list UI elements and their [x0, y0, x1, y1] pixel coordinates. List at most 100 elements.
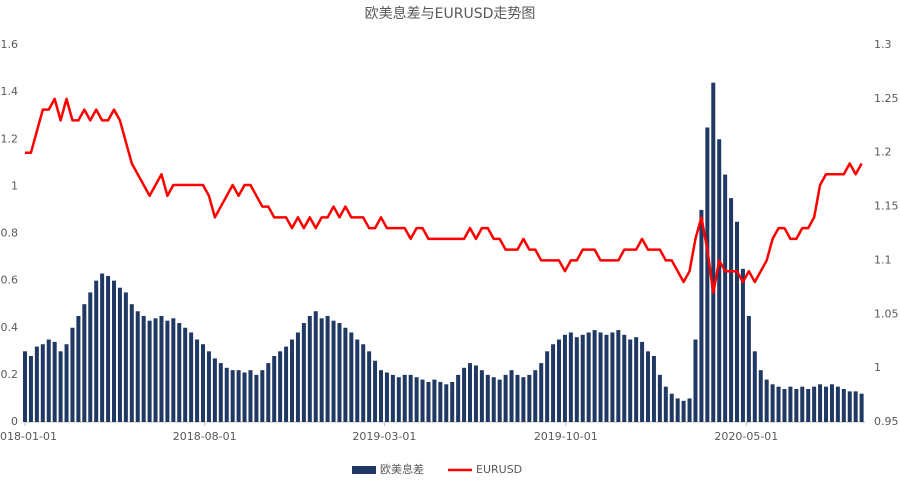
bar [88, 292, 93, 422]
bar [616, 330, 621, 422]
bar [497, 379, 502, 422]
bar [438, 381, 443, 422]
bar [414, 377, 419, 422]
bar [806, 389, 811, 422]
bar [527, 374, 532, 422]
bar [812, 386, 817, 422]
bar [301, 323, 306, 422]
bar [189, 332, 194, 422]
bar [634, 337, 639, 422]
bar [824, 386, 829, 422]
chart-title: 欧美息差与EURUSD走势图 [365, 5, 536, 22]
y2-tick-label: 1.05 [874, 307, 899, 320]
bar [390, 374, 395, 422]
x-tick-label: 2019-10-01 [534, 430, 598, 443]
bar [367, 351, 372, 422]
bar [456, 374, 461, 422]
bar [776, 386, 781, 422]
legend-swatch [352, 466, 376, 474]
bar [260, 370, 265, 422]
bar [770, 384, 775, 422]
bar [580, 334, 585, 422]
y-tick-label: 0.8 [1, 227, 19, 240]
y2-tick-label: 1 [874, 361, 881, 374]
bar [46, 339, 51, 422]
x-tick-label: 2018-08-01 [173, 430, 237, 443]
bar [485, 374, 490, 422]
bar [159, 315, 164, 422]
y-tick-label: 1.2 [1, 132, 19, 145]
bar [693, 339, 698, 422]
bar [818, 384, 823, 422]
bar [462, 367, 467, 422]
bar [106, 275, 111, 422]
bar [479, 370, 484, 422]
bar [379, 370, 384, 422]
bar [835, 386, 840, 422]
bar [515, 374, 520, 422]
bar [141, 315, 146, 422]
bar [242, 372, 247, 422]
bar [236, 370, 241, 422]
bar [171, 318, 176, 422]
bar [568, 332, 573, 422]
bar [723, 174, 728, 422]
bar [758, 370, 763, 422]
x-tick-label: 2019-03-01 [352, 430, 416, 443]
bar [746, 315, 751, 422]
bar [509, 370, 514, 422]
bar [562, 334, 567, 422]
bar [859, 393, 864, 422]
bar [319, 318, 324, 422]
bar [539, 363, 544, 422]
bar [290, 339, 295, 422]
bar [94, 280, 99, 422]
bar [586, 332, 591, 422]
bar [23, 351, 27, 422]
bar [135, 311, 140, 422]
bar [711, 82, 716, 422]
bar [355, 339, 360, 422]
y-tick-label: 1.4 [1, 85, 19, 98]
bar [669, 393, 674, 422]
bar [794, 389, 799, 422]
y-tick-label: 0.6 [1, 274, 19, 287]
bar [829, 384, 834, 422]
bar [735, 221, 740, 422]
bar [112, 280, 117, 422]
bar [687, 398, 692, 422]
bar [248, 370, 253, 422]
bar [266, 363, 271, 422]
bar [521, 377, 526, 422]
bar [212, 358, 217, 422]
y-tick-label: 1.6 [1, 38, 19, 51]
bar [426, 381, 431, 422]
bar [551, 344, 556, 422]
bar [40, 344, 45, 422]
y-tick-label: 0.2 [1, 368, 19, 381]
bar [675, 398, 680, 422]
bar [147, 320, 152, 422]
bar [717, 139, 722, 422]
bar [681, 400, 686, 422]
bar [331, 320, 336, 422]
bar [123, 292, 128, 422]
y2-tick-label: 1.2 [874, 146, 892, 159]
bar [272, 356, 277, 422]
bar [473, 365, 478, 422]
bar [224, 367, 229, 422]
bar [764, 379, 769, 422]
bar [254, 374, 259, 422]
bar [557, 339, 562, 422]
bar [651, 356, 656, 422]
bar [230, 370, 235, 422]
bar [663, 386, 668, 422]
bar [622, 334, 627, 422]
y2-tick-label: 1.15 [874, 200, 899, 213]
bar [847, 391, 852, 422]
bar [420, 379, 425, 422]
bar [408, 374, 413, 422]
bar [337, 323, 342, 422]
bar [444, 384, 449, 422]
bar [52, 341, 57, 422]
